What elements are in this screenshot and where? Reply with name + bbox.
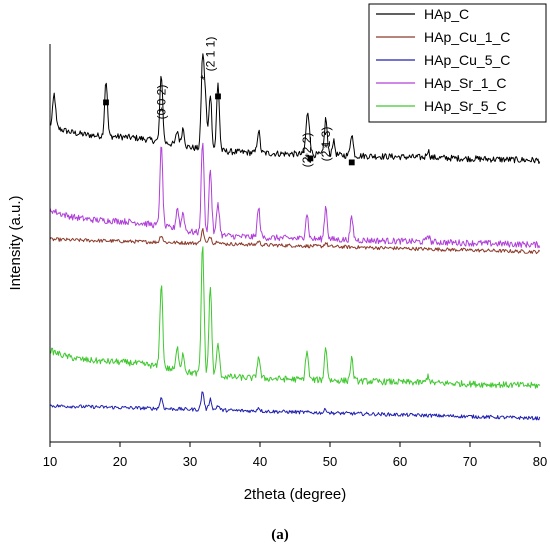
y-axis-title: Intensity (a.u.) (7, 195, 24, 290)
peak-annotation: * (323, 141, 328, 155)
axes (49, 44, 540, 443)
x-tick-label: 60 (393, 454, 407, 469)
legend-label: HAp_Sr_1_C (424, 75, 507, 91)
peak-annotation: (0 0 2) (154, 85, 168, 120)
x-ticks: 10 20 30 40 50 60 70 80 (43, 442, 547, 469)
x-tick-label: 80 (533, 454, 547, 469)
peak-annotations: (0 0 2)**(2 1 1)■ ■(2 2 2)*■ (2 1 3)*■ (102, 37, 355, 169)
series-layer (49, 53, 541, 421)
x-tick-label: 40 (253, 454, 267, 469)
peak-annotation: * (159, 105, 164, 119)
peak-annotation: * (200, 73, 205, 87)
series-line-hap-sr-5-c (50, 246, 541, 389)
legend-box (368, 3, 547, 123)
peak-annotation: ■ (214, 89, 221, 103)
x-tick-label: 20 (113, 454, 127, 469)
legend-label: HAp_C (424, 6, 469, 22)
legend-label: HAp_Cu_1_C (424, 29, 510, 45)
figure-caption: (a) (271, 527, 289, 543)
legend-label: HAp_Cu_5_C (424, 52, 510, 68)
x-tick-label: 10 (43, 454, 57, 469)
series-line-hap-cu-1-c (49, 228, 541, 255)
peak-annotation: (2 1 1) (203, 37, 217, 72)
x-tick-label: 30 (183, 454, 197, 469)
x-axis-title: 2theta (degree) (244, 486, 347, 503)
peak-annotation: ■ (348, 155, 355, 169)
peak-annotation: * (305, 151, 310, 165)
peak-annotation: (2 1 3) (319, 127, 333, 162)
x-tick-label: 70 (463, 454, 477, 469)
peak-annotation: ■ (102, 95, 109, 109)
legend-label: HAp_Sr_5_C (424, 98, 507, 114)
series-line-hap-c (49, 53, 541, 164)
series-line-hap-cu-5-c (49, 391, 541, 421)
peak-annotation: ■ (307, 151, 314, 165)
peak-annotation: (2 2 2) (300, 133, 314, 168)
series-line-hap-sr-1-c (49, 142, 541, 249)
legend: HAp_C HAp_Cu_1_C HAp_Cu_5_C HAp_Sr_1_C HAp_S… (368, 3, 547, 123)
legend-items: HAp_C HAp_Cu_1_C HAp_Cu_5_C HAp_Sr_1_C HAp_S… (376, 6, 510, 114)
x-tick-label: 50 (323, 454, 337, 469)
